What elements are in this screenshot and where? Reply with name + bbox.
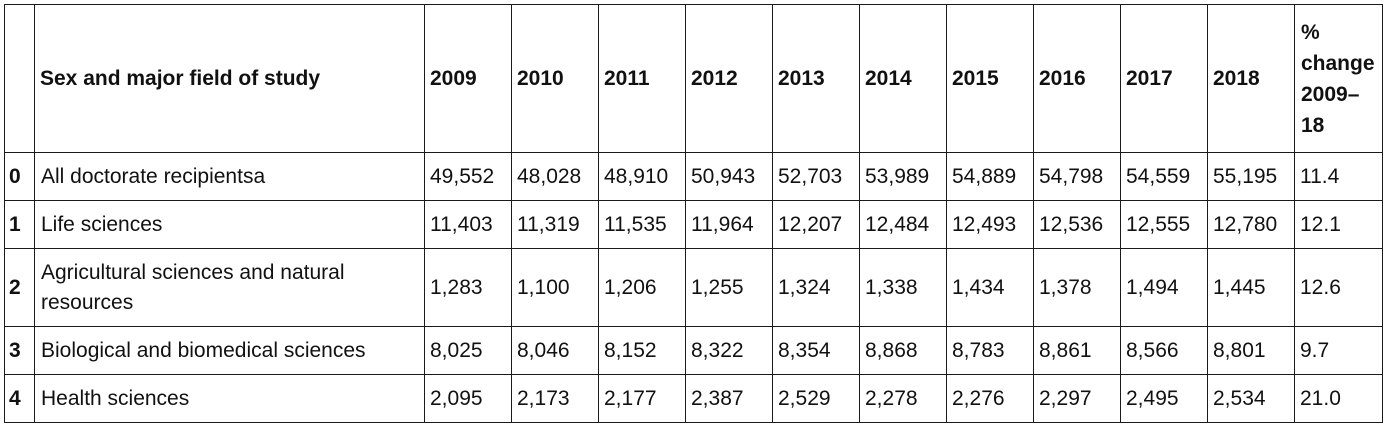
value-cell: 12,555 <box>1120 200 1208 249</box>
value-cell: 11,964 <box>685 200 773 249</box>
change-cell: 21.0 <box>1294 374 1383 423</box>
year-header: 2010 <box>511 4 599 153</box>
value-cell: 8,783 <box>946 326 1034 375</box>
value-cell: 8,025 <box>424 326 512 375</box>
index-header <box>4 4 35 153</box>
header-row: Sex and major field of study 2009 2010 2… <box>4 4 1383 153</box>
value-cell: 53,989 <box>859 152 947 201</box>
year-header: 2017 <box>1120 4 1208 153</box>
value-cell: 12,536 <box>1033 200 1121 249</box>
value-cell: 2,297 <box>1033 374 1121 423</box>
value-cell: 2,173 <box>511 374 599 423</box>
value-cell: 1,494 <box>1120 248 1208 327</box>
value-cell: 8,868 <box>859 326 947 375</box>
table-row: 3 Biological and biomedical sciences 8,0… <box>4 326 1383 375</box>
change-cell: 12.6 <box>1294 248 1383 327</box>
table-row: 1 Life sciences 11,403 11,319 11,535 11,… <box>4 200 1383 249</box>
value-cell: 11,535 <box>598 200 686 249</box>
year-header: 2013 <box>772 4 860 153</box>
table-row: 2 Agricultural sciences and natural reso… <box>4 248 1383 327</box>
value-cell: 1,445 <box>1207 248 1295 327</box>
value-cell: 54,559 <box>1120 152 1208 201</box>
row-index: 3 <box>4 326 35 375</box>
row-index: 0 <box>4 152 35 201</box>
year-header: 2012 <box>685 4 773 153</box>
value-cell: 8,152 <box>598 326 686 375</box>
row-index: 2 <box>4 248 35 327</box>
field-header: Sex and major field of study <box>34 4 425 153</box>
table-row: 4 Health sciences 2,095 2,173 2,177 2,38… <box>4 374 1383 423</box>
year-header: 2015 <box>946 4 1034 153</box>
value-cell: 2,095 <box>424 374 512 423</box>
value-cell: 8,354 <box>772 326 860 375</box>
value-cell: 8,322 <box>685 326 773 375</box>
field-cell: Life sciences <box>34 200 425 249</box>
value-cell: 1,255 <box>685 248 773 327</box>
value-cell: 54,889 <box>946 152 1034 201</box>
value-cell: 55,195 <box>1207 152 1295 201</box>
value-cell: 11,403 <box>424 200 512 249</box>
change-cell: 12.1 <box>1294 200 1383 249</box>
value-cell: 1,434 <box>946 248 1034 327</box>
value-cell: 2,177 <box>598 374 686 423</box>
value-cell: 8,046 <box>511 326 599 375</box>
table-row: 0 All doctorate recipientsa 49,552 48,02… <box>4 152 1383 201</box>
value-cell: 2,495 <box>1120 374 1208 423</box>
value-cell: 1,283 <box>424 248 512 327</box>
year-header: 2011 <box>598 4 686 153</box>
value-cell: 1,100 <box>511 248 599 327</box>
value-cell: 2,534 <box>1207 374 1295 423</box>
value-cell: 12,484 <box>859 200 947 249</box>
field-cell: Health sciences <box>34 374 425 423</box>
value-cell: 8,801 <box>1207 326 1295 375</box>
value-cell: 50,943 <box>685 152 773 201</box>
value-cell: 8,566 <box>1120 326 1208 375</box>
data-table: Sex and major field of study 2009 2010 2… <box>4 4 1383 423</box>
field-cell: Agricultural sciences and natural resour… <box>34 248 425 327</box>
value-cell: 11,319 <box>511 200 599 249</box>
row-index: 1 <box>4 200 35 249</box>
change-cell: 9.7 <box>1294 326 1383 375</box>
value-cell: 48,910 <box>598 152 686 201</box>
value-cell: 2,278 <box>859 374 947 423</box>
value-cell: 2,529 <box>772 374 860 423</box>
value-cell: 49,552 <box>424 152 512 201</box>
value-cell: 12,493 <box>946 200 1034 249</box>
year-header: 2018 <box>1207 4 1295 153</box>
value-cell: 1,378 <box>1033 248 1121 327</box>
field-cell: All doctorate recipientsa <box>34 152 425 201</box>
change-header: % change 2009–18 <box>1294 4 1383 153</box>
year-header: 2009 <box>424 4 512 153</box>
value-cell: 12,207 <box>772 200 860 249</box>
value-cell: 1,206 <box>598 248 686 327</box>
value-cell: 8,861 <box>1033 326 1121 375</box>
row-index: 4 <box>4 374 35 423</box>
value-cell: 1,324 <box>772 248 860 327</box>
value-cell: 52,703 <box>772 152 860 201</box>
value-cell: 12,780 <box>1207 200 1295 249</box>
value-cell: 1,338 <box>859 248 947 327</box>
value-cell: 48,028 <box>511 152 599 201</box>
value-cell: 2,387 <box>685 374 773 423</box>
year-header: 2014 <box>859 4 947 153</box>
value-cell: 2,276 <box>946 374 1034 423</box>
year-header: 2016 <box>1033 4 1121 153</box>
field-cell: Biological and biomedical sciences <box>34 326 425 375</box>
change-cell: 11.4 <box>1294 152 1383 201</box>
value-cell: 54,798 <box>1033 152 1121 201</box>
